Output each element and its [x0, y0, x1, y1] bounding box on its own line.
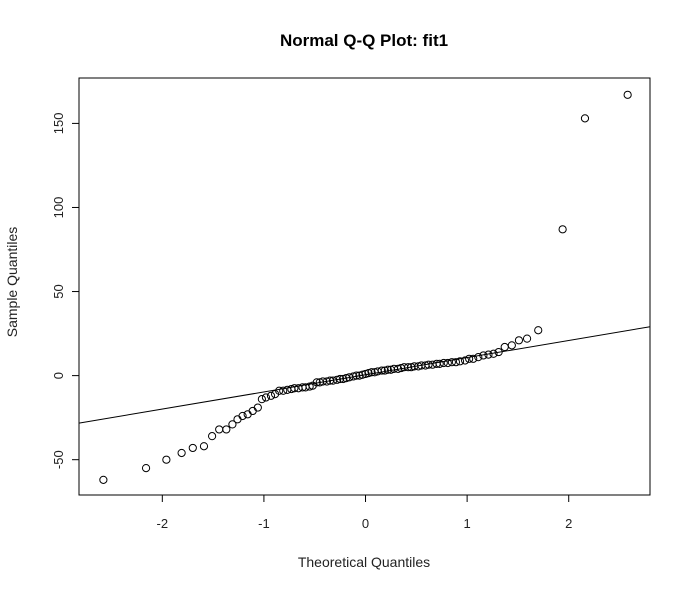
data-point	[500, 342, 509, 352]
data-point	[305, 382, 314, 391]
data-point	[361, 369, 370, 379]
x-axis: -2 -1 0 1 2	[157, 494, 572, 531]
data-point	[507, 341, 516, 350]
x-tick-label: -1	[258, 516, 270, 531]
data-point	[322, 377, 332, 386]
reference-line-group	[78, 326, 651, 424]
data-point	[188, 443, 197, 453]
data-point	[455, 357, 465, 366]
data-point	[451, 358, 461, 367]
data-point	[332, 375, 342, 384]
data-point	[377, 366, 386, 375]
data-point	[364, 368, 373, 378]
data-point	[207, 432, 217, 441]
data-point	[522, 334, 532, 343]
data-point	[367, 368, 376, 377]
data-point	[228, 420, 237, 429]
data-point	[534, 326, 543, 335]
data-point	[580, 114, 590, 123]
data-point	[479, 351, 488, 360]
data-point	[339, 374, 348, 384]
points-group	[99, 90, 632, 484]
data-point	[243, 410, 252, 419]
data-point	[141, 463, 151, 473]
data-point	[233, 415, 242, 424]
data-point	[349, 372, 358, 381]
data-point	[404, 363, 413, 372]
data-point	[489, 349, 498, 358]
y-tick-label: 150	[51, 113, 66, 135]
data-point	[199, 442, 209, 451]
data-point	[279, 386, 288, 395]
y-axis: -50 0 50 100 150	[51, 113, 80, 469]
x-axis-label: Theoretical Quantiles	[298, 554, 430, 570]
data-point	[447, 358, 456, 367]
data-point	[393, 364, 403, 373]
data-point	[312, 378, 321, 387]
qq-reference-line	[78, 326, 651, 424]
data-point	[275, 386, 284, 395]
x-tick-label: 0	[362, 516, 369, 531]
y-tick-label: 50	[51, 284, 66, 298]
data-point	[465, 354, 474, 363]
y-axis-label: Sample Quantiles	[4, 227, 20, 338]
data-point	[484, 350, 493, 359]
data-point	[266, 391, 276, 400]
data-point	[290, 384, 299, 393]
data-point	[222, 425, 231, 434]
data-point	[177, 448, 186, 458]
data-point	[514, 336, 524, 345]
data-point	[424, 360, 433, 369]
y-tick-label: 100	[51, 197, 66, 219]
data-point	[443, 358, 452, 368]
data-point	[460, 356, 470, 365]
y-tick-label: 0	[51, 372, 66, 379]
data-point	[162, 455, 171, 464]
chart-title: Normal Q-Q Plot: fit1	[280, 31, 448, 50]
data-point	[469, 354, 478, 363]
x-tick-label: -2	[157, 516, 169, 531]
data-point	[380, 366, 389, 375]
data-point	[494, 347, 503, 357]
data-point	[439, 358, 448, 368]
data-point	[238, 411, 247, 421]
data-point	[558, 225, 567, 234]
data-point	[355, 371, 364, 380]
data-point	[352, 371, 361, 380]
y-tick-label: -50	[51, 450, 66, 469]
x-tick-label: 2	[565, 516, 572, 531]
data-point	[336, 374, 345, 384]
data-point	[257, 395, 266, 404]
plot-frame	[78, 77, 651, 496]
data-point	[623, 90, 632, 99]
data-point	[253, 403, 262, 412]
data-point	[261, 393, 271, 402]
data-point	[358, 370, 367, 379]
data-point	[383, 365, 392, 374]
data-point	[99, 475, 108, 484]
data-point	[215, 425, 224, 434]
data-point	[248, 406, 257, 416]
data-point	[435, 359, 444, 368]
x-tick-label: 1	[464, 516, 471, 531]
data-point	[474, 353, 483, 362]
